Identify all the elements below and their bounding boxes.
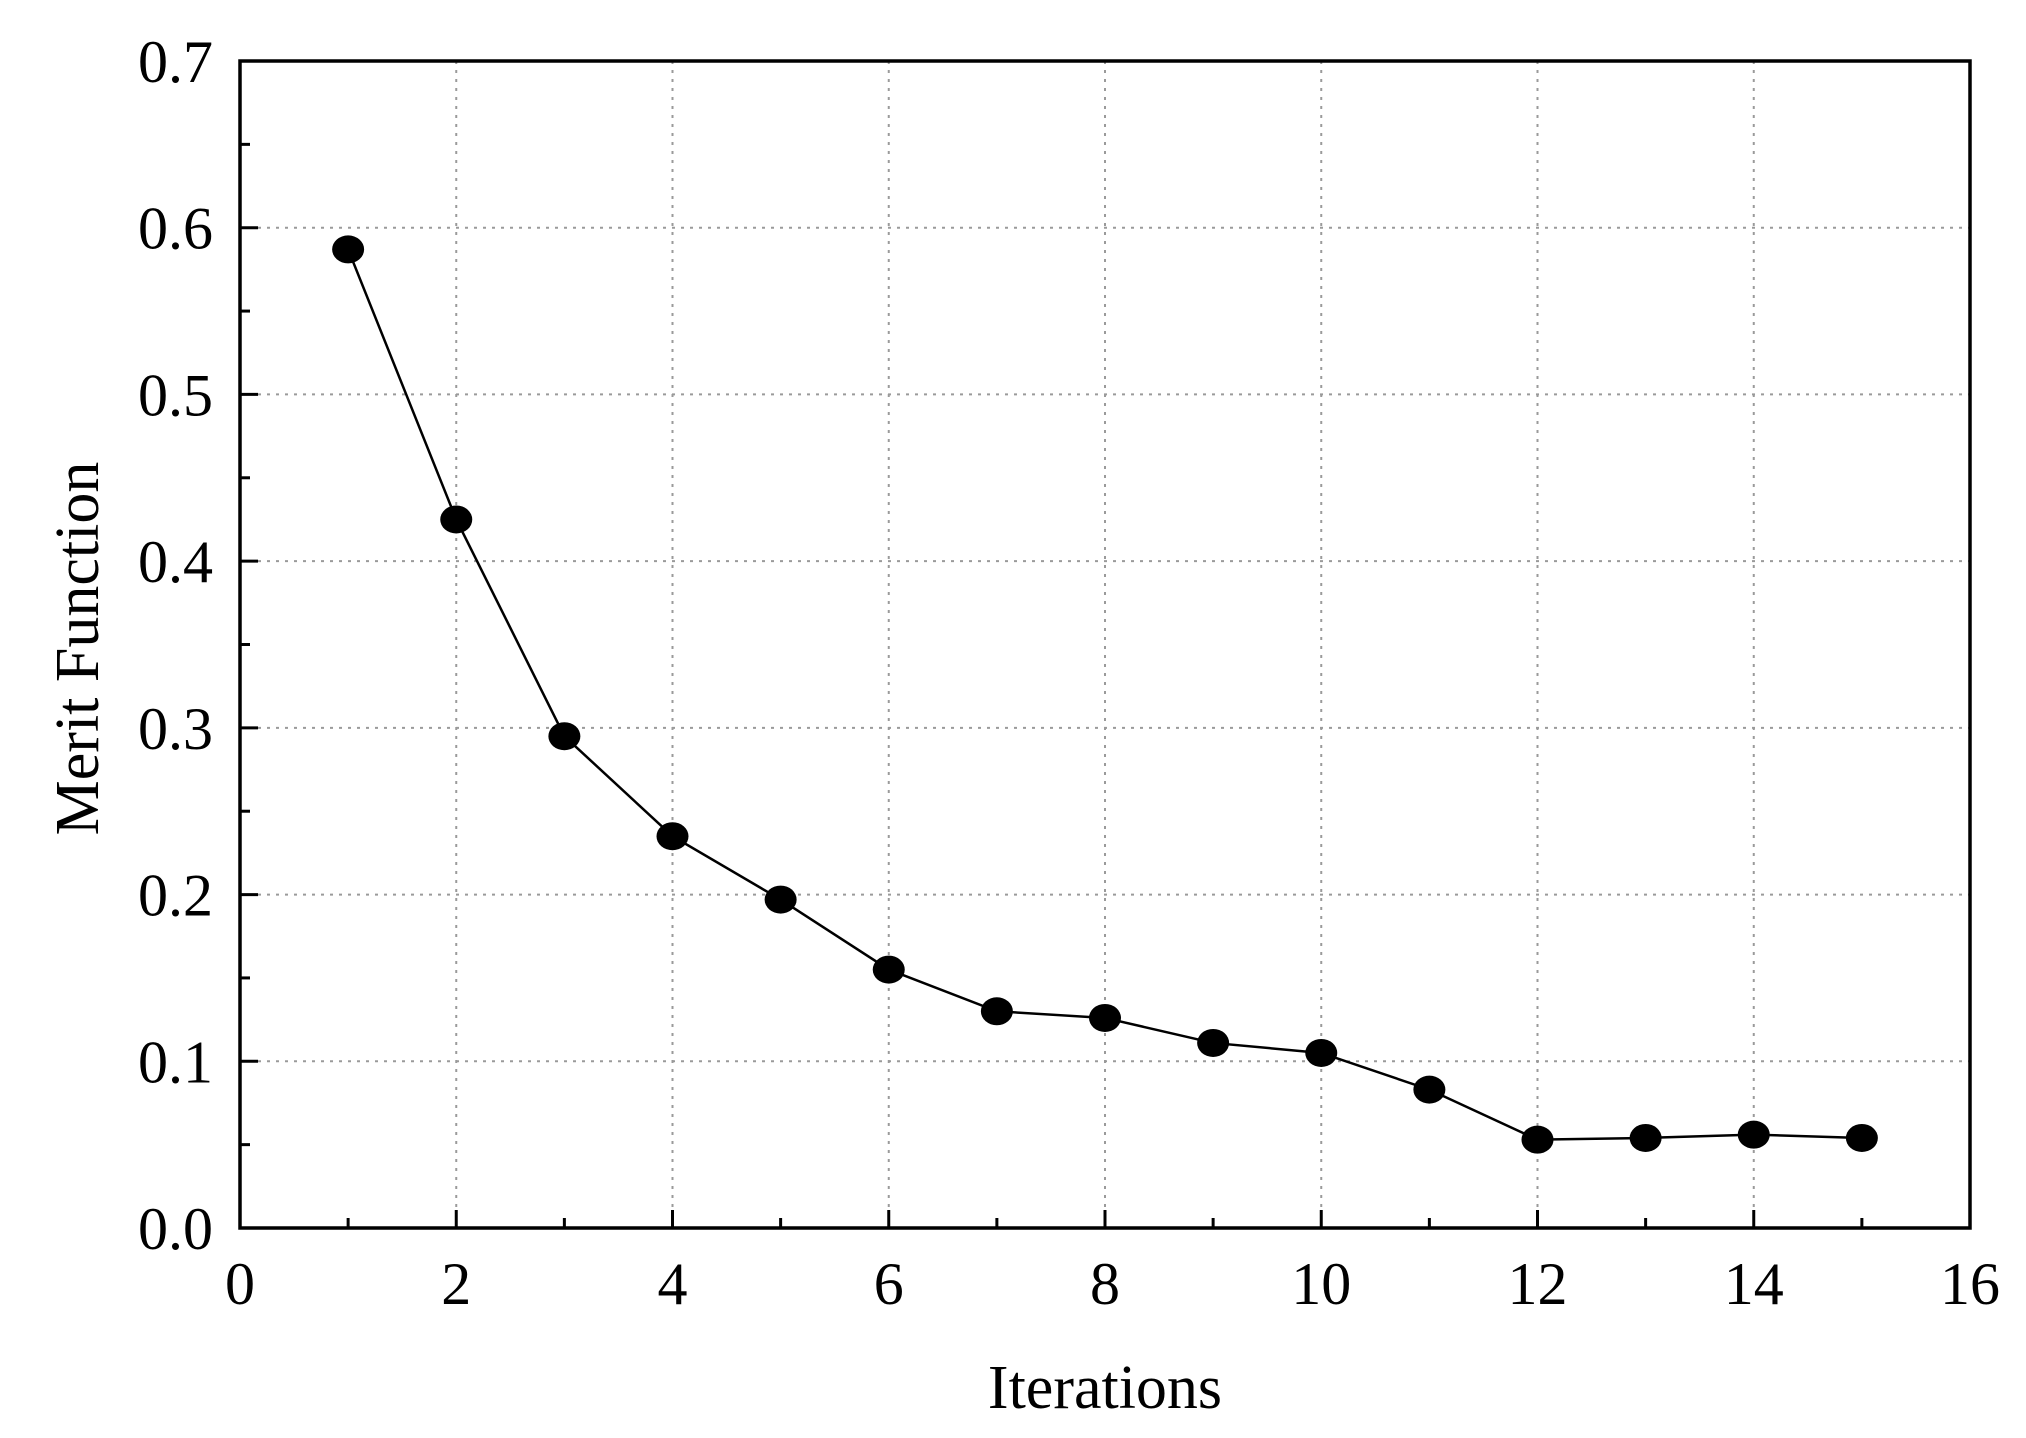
- y-tick-label: 0.0: [138, 1196, 213, 1262]
- y-axis-label: Merit Function: [44, 462, 112, 836]
- y-axis-ticks: 0.0 0.1 0.2 0.3 0.4 0.5 0.6 0.7: [138, 29, 258, 1262]
- y-tick-label: 0.2: [138, 863, 213, 929]
- y-tick-label: 0.3: [138, 696, 213, 762]
- data-point: [1089, 1003, 1121, 1032]
- y-tick-label: 0.5: [138, 362, 213, 428]
- y-tick-label: 0.1: [138, 1029, 213, 1095]
- grid: [240, 61, 1970, 1228]
- x-tick-label: 2: [441, 1251, 471, 1317]
- data-point: [1845, 1123, 1878, 1152]
- data-point: [1305, 1038, 1338, 1067]
- data-point: [764, 885, 797, 914]
- x-axis-label: Iterations: [988, 1354, 1222, 1422]
- data-point: [1413, 1075, 1446, 1104]
- y-tick-label: 0.7: [138, 29, 213, 95]
- x-tick-label: 4: [658, 1251, 688, 1317]
- x-tick-label: 16: [1940, 1251, 2000, 1317]
- x-tick-label: 6: [874, 1251, 904, 1317]
- data-point: [332, 235, 365, 264]
- data-point: [872, 955, 905, 984]
- series-marker-group: [332, 235, 1878, 1154]
- x-axis-ticks: 0 2 4 6 8 10 12 14 16: [225, 1210, 2000, 1317]
- x-tick-label: 12: [1508, 1251, 1568, 1317]
- data-point: [1737, 1120, 1770, 1149]
- data-point: [1521, 1125, 1554, 1154]
- x-tick-label: 0: [225, 1251, 255, 1317]
- y-tick-label: 0.4: [138, 529, 213, 595]
- data-point: [440, 505, 473, 534]
- data-point: [1629, 1123, 1662, 1152]
- data-point: [1197, 1028, 1230, 1057]
- x-tick-label: 8: [1090, 1251, 1120, 1317]
- y-tick-label: 0.6: [138, 196, 213, 262]
- data-point: [980, 997, 1013, 1026]
- x-tick-label: 10: [1291, 1251, 1351, 1317]
- data-point: [548, 722, 581, 751]
- data-point: [656, 822, 689, 851]
- x-tick-label: 14: [1724, 1251, 1784, 1317]
